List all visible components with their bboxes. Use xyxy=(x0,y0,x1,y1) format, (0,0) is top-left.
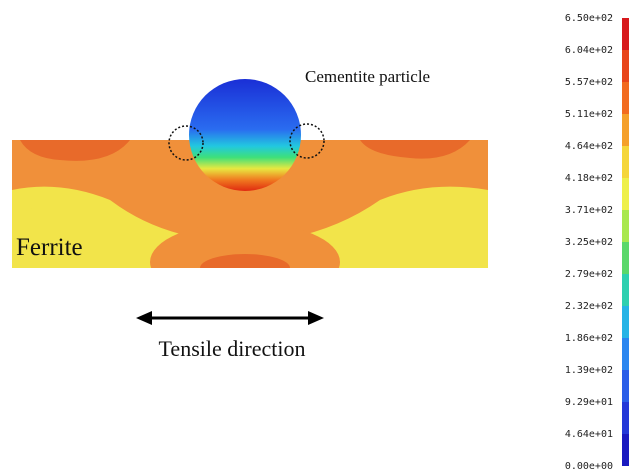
colorbar-label: 3.71e+02 xyxy=(565,205,613,216)
colorbar-label: 5.11e+02 xyxy=(565,109,613,120)
matrix-label: Ferrite xyxy=(16,234,83,261)
colorbar-segment xyxy=(622,338,629,370)
colorbar-segment xyxy=(622,146,629,178)
colorbar-label: 2.32e+02 xyxy=(565,301,613,312)
colorbar-segment xyxy=(622,434,629,466)
colorbar-label: 1.86e+02 xyxy=(565,333,613,344)
colorbar-label: 3.25e+02 xyxy=(565,237,613,248)
colorbar-label: 5.57e+02 xyxy=(565,77,613,88)
colorbar-segment xyxy=(622,306,629,338)
colorbar-label: 6.04e+02 xyxy=(565,45,613,56)
colorbar-label: 4.18e+02 xyxy=(565,173,613,184)
colorbar-segment xyxy=(622,370,629,402)
colorbar-segment xyxy=(622,210,629,242)
colorbar-label: 9.29e+01 xyxy=(565,397,613,408)
tensile-arrow xyxy=(136,311,324,325)
colorbar-segment xyxy=(622,18,629,50)
particle-label: Cementite particle xyxy=(305,67,430,86)
colorbar-label: 2.79e+02 xyxy=(565,269,613,280)
colorbar-segment xyxy=(622,82,629,114)
colorbar-segment xyxy=(622,242,629,274)
colorbar-segment xyxy=(622,114,629,146)
colorbar-segment xyxy=(622,50,629,82)
colorbar: 6.50e+02 6.04e+02 5.57e+02 5.11e+02 4.64e+02… xyxy=(565,13,629,472)
colorbar-label: 6.50e+02 xyxy=(565,13,613,24)
colorbar-segment xyxy=(622,402,629,434)
colorbar-label: 1.39e+02 xyxy=(565,365,613,376)
colorbar-label: 4.64e+02 xyxy=(565,141,613,152)
contour-plot xyxy=(12,79,488,302)
colorbar-segment xyxy=(622,274,629,306)
colorbar-segment xyxy=(622,178,629,210)
colorbar-label: 4.64e+01 xyxy=(565,429,613,440)
colorbar-label: 0.00e+00 xyxy=(565,461,613,472)
figure: Cementite particle Ferrite Tensile direc… xyxy=(0,0,631,475)
direction-label: Tensile direction xyxy=(159,336,306,361)
